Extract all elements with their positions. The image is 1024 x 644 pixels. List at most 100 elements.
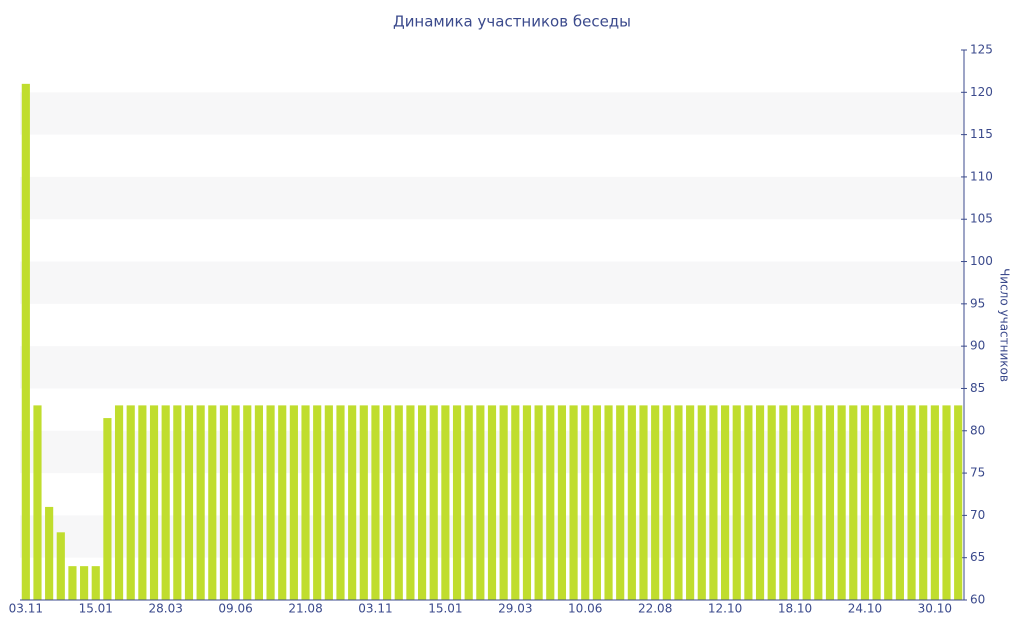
x-tick-label: 22.08 bbox=[638, 602, 672, 616]
bar bbox=[557, 405, 567, 600]
bar bbox=[243, 405, 252, 600]
bar bbox=[348, 405, 357, 600]
bar bbox=[569, 405, 578, 600]
bar bbox=[103, 418, 112, 600]
bar bbox=[184, 405, 194, 600]
bar bbox=[417, 405, 427, 600]
bar bbox=[80, 566, 89, 600]
grid-band bbox=[20, 176, 964, 220]
bar bbox=[895, 405, 904, 600]
bar bbox=[511, 405, 520, 600]
x-tick-label: 12.10 bbox=[708, 602, 742, 616]
x-tick-label: 03.11 bbox=[9, 602, 43, 616]
bar bbox=[872, 405, 881, 600]
bar bbox=[208, 405, 217, 600]
bar bbox=[919, 405, 928, 600]
bar bbox=[126, 405, 135, 600]
x-tick-label: 29.03 bbox=[498, 602, 532, 616]
x-tick-label: 03.11 bbox=[358, 602, 392, 616]
x-tick-label: 18.10 bbox=[778, 602, 812, 616]
bar bbox=[790, 405, 800, 600]
bar bbox=[639, 405, 648, 600]
bar bbox=[686, 405, 695, 600]
grid-band bbox=[20, 261, 964, 304]
bar bbox=[884, 405, 893, 600]
y-tick-label: 65 bbox=[970, 550, 985, 564]
bar bbox=[114, 405, 124, 600]
bar bbox=[744, 405, 753, 600]
bar bbox=[452, 405, 462, 600]
x-tick-label: 21.08 bbox=[288, 602, 322, 616]
bar bbox=[68, 566, 77, 600]
bar bbox=[487, 405, 497, 600]
bar bbox=[604, 405, 613, 600]
x-tick-label: 09.06 bbox=[218, 602, 252, 616]
x-tick-label: 24.10 bbox=[848, 602, 882, 616]
bar bbox=[383, 405, 392, 600]
y-tick-label: 75 bbox=[970, 466, 985, 480]
y-tick-label: 85 bbox=[970, 381, 985, 395]
bar bbox=[534, 405, 543, 600]
bar bbox=[732, 405, 741, 600]
bar bbox=[522, 405, 532, 600]
y-axis-label: Число участников bbox=[998, 268, 1012, 382]
bar bbox=[825, 405, 835, 600]
bar bbox=[907, 405, 916, 600]
bar bbox=[21, 83, 30, 601]
bar bbox=[301, 405, 310, 600]
y-tick-label: 125 bbox=[970, 43, 993, 57]
bar bbox=[942, 405, 951, 600]
bar bbox=[359, 405, 368, 600]
y-tick-label: 60 bbox=[970, 593, 985, 607]
bar bbox=[592, 405, 601, 600]
bar bbox=[441, 405, 450, 600]
bar bbox=[849, 405, 858, 600]
bar bbox=[616, 405, 625, 600]
bar bbox=[674, 405, 683, 600]
bar bbox=[709, 405, 718, 600]
y-tick-label: 120 bbox=[970, 85, 993, 99]
bar bbox=[779, 405, 788, 600]
bar bbox=[394, 405, 403, 600]
bar bbox=[149, 405, 159, 600]
bar bbox=[371, 405, 380, 600]
bar bbox=[161, 405, 170, 600]
bar bbox=[56, 532, 65, 600]
bar bbox=[33, 405, 42, 600]
y-tick-label: 105 bbox=[970, 212, 993, 226]
bar bbox=[254, 405, 263, 600]
y-tick-label: 100 bbox=[970, 254, 993, 268]
grid-band bbox=[20, 346, 964, 389]
bar bbox=[138, 405, 147, 600]
x-tick-label: 30.10 bbox=[918, 602, 952, 616]
x-tick-label: 10.06 bbox=[568, 602, 602, 616]
y-tick-label: 80 bbox=[970, 423, 985, 437]
bar bbox=[860, 405, 870, 600]
bar bbox=[45, 506, 54, 600]
bar bbox=[802, 405, 811, 600]
bar bbox=[767, 405, 776, 600]
bar bbox=[406, 405, 415, 600]
bar bbox=[546, 405, 555, 600]
bar bbox=[581, 405, 590, 600]
bar bbox=[196, 405, 205, 600]
bar bbox=[954, 405, 963, 600]
bar bbox=[278, 405, 287, 600]
bar bbox=[651, 405, 660, 600]
bar bbox=[324, 405, 333, 600]
grid-band bbox=[20, 92, 964, 135]
bar bbox=[755, 405, 765, 600]
chart-title: Динамика участников беседы bbox=[393, 13, 631, 31]
y-tick-label: 95 bbox=[970, 296, 985, 310]
y-tick-label: 70 bbox=[970, 508, 985, 522]
bar bbox=[930, 405, 939, 600]
y-tick-label: 90 bbox=[970, 339, 985, 353]
bar bbox=[313, 405, 322, 600]
bar bbox=[231, 405, 240, 600]
bar bbox=[627, 405, 636, 600]
bar bbox=[814, 405, 823, 600]
bar bbox=[266, 405, 275, 600]
x-tick-label: 15.01 bbox=[428, 602, 462, 616]
bar bbox=[499, 405, 508, 600]
